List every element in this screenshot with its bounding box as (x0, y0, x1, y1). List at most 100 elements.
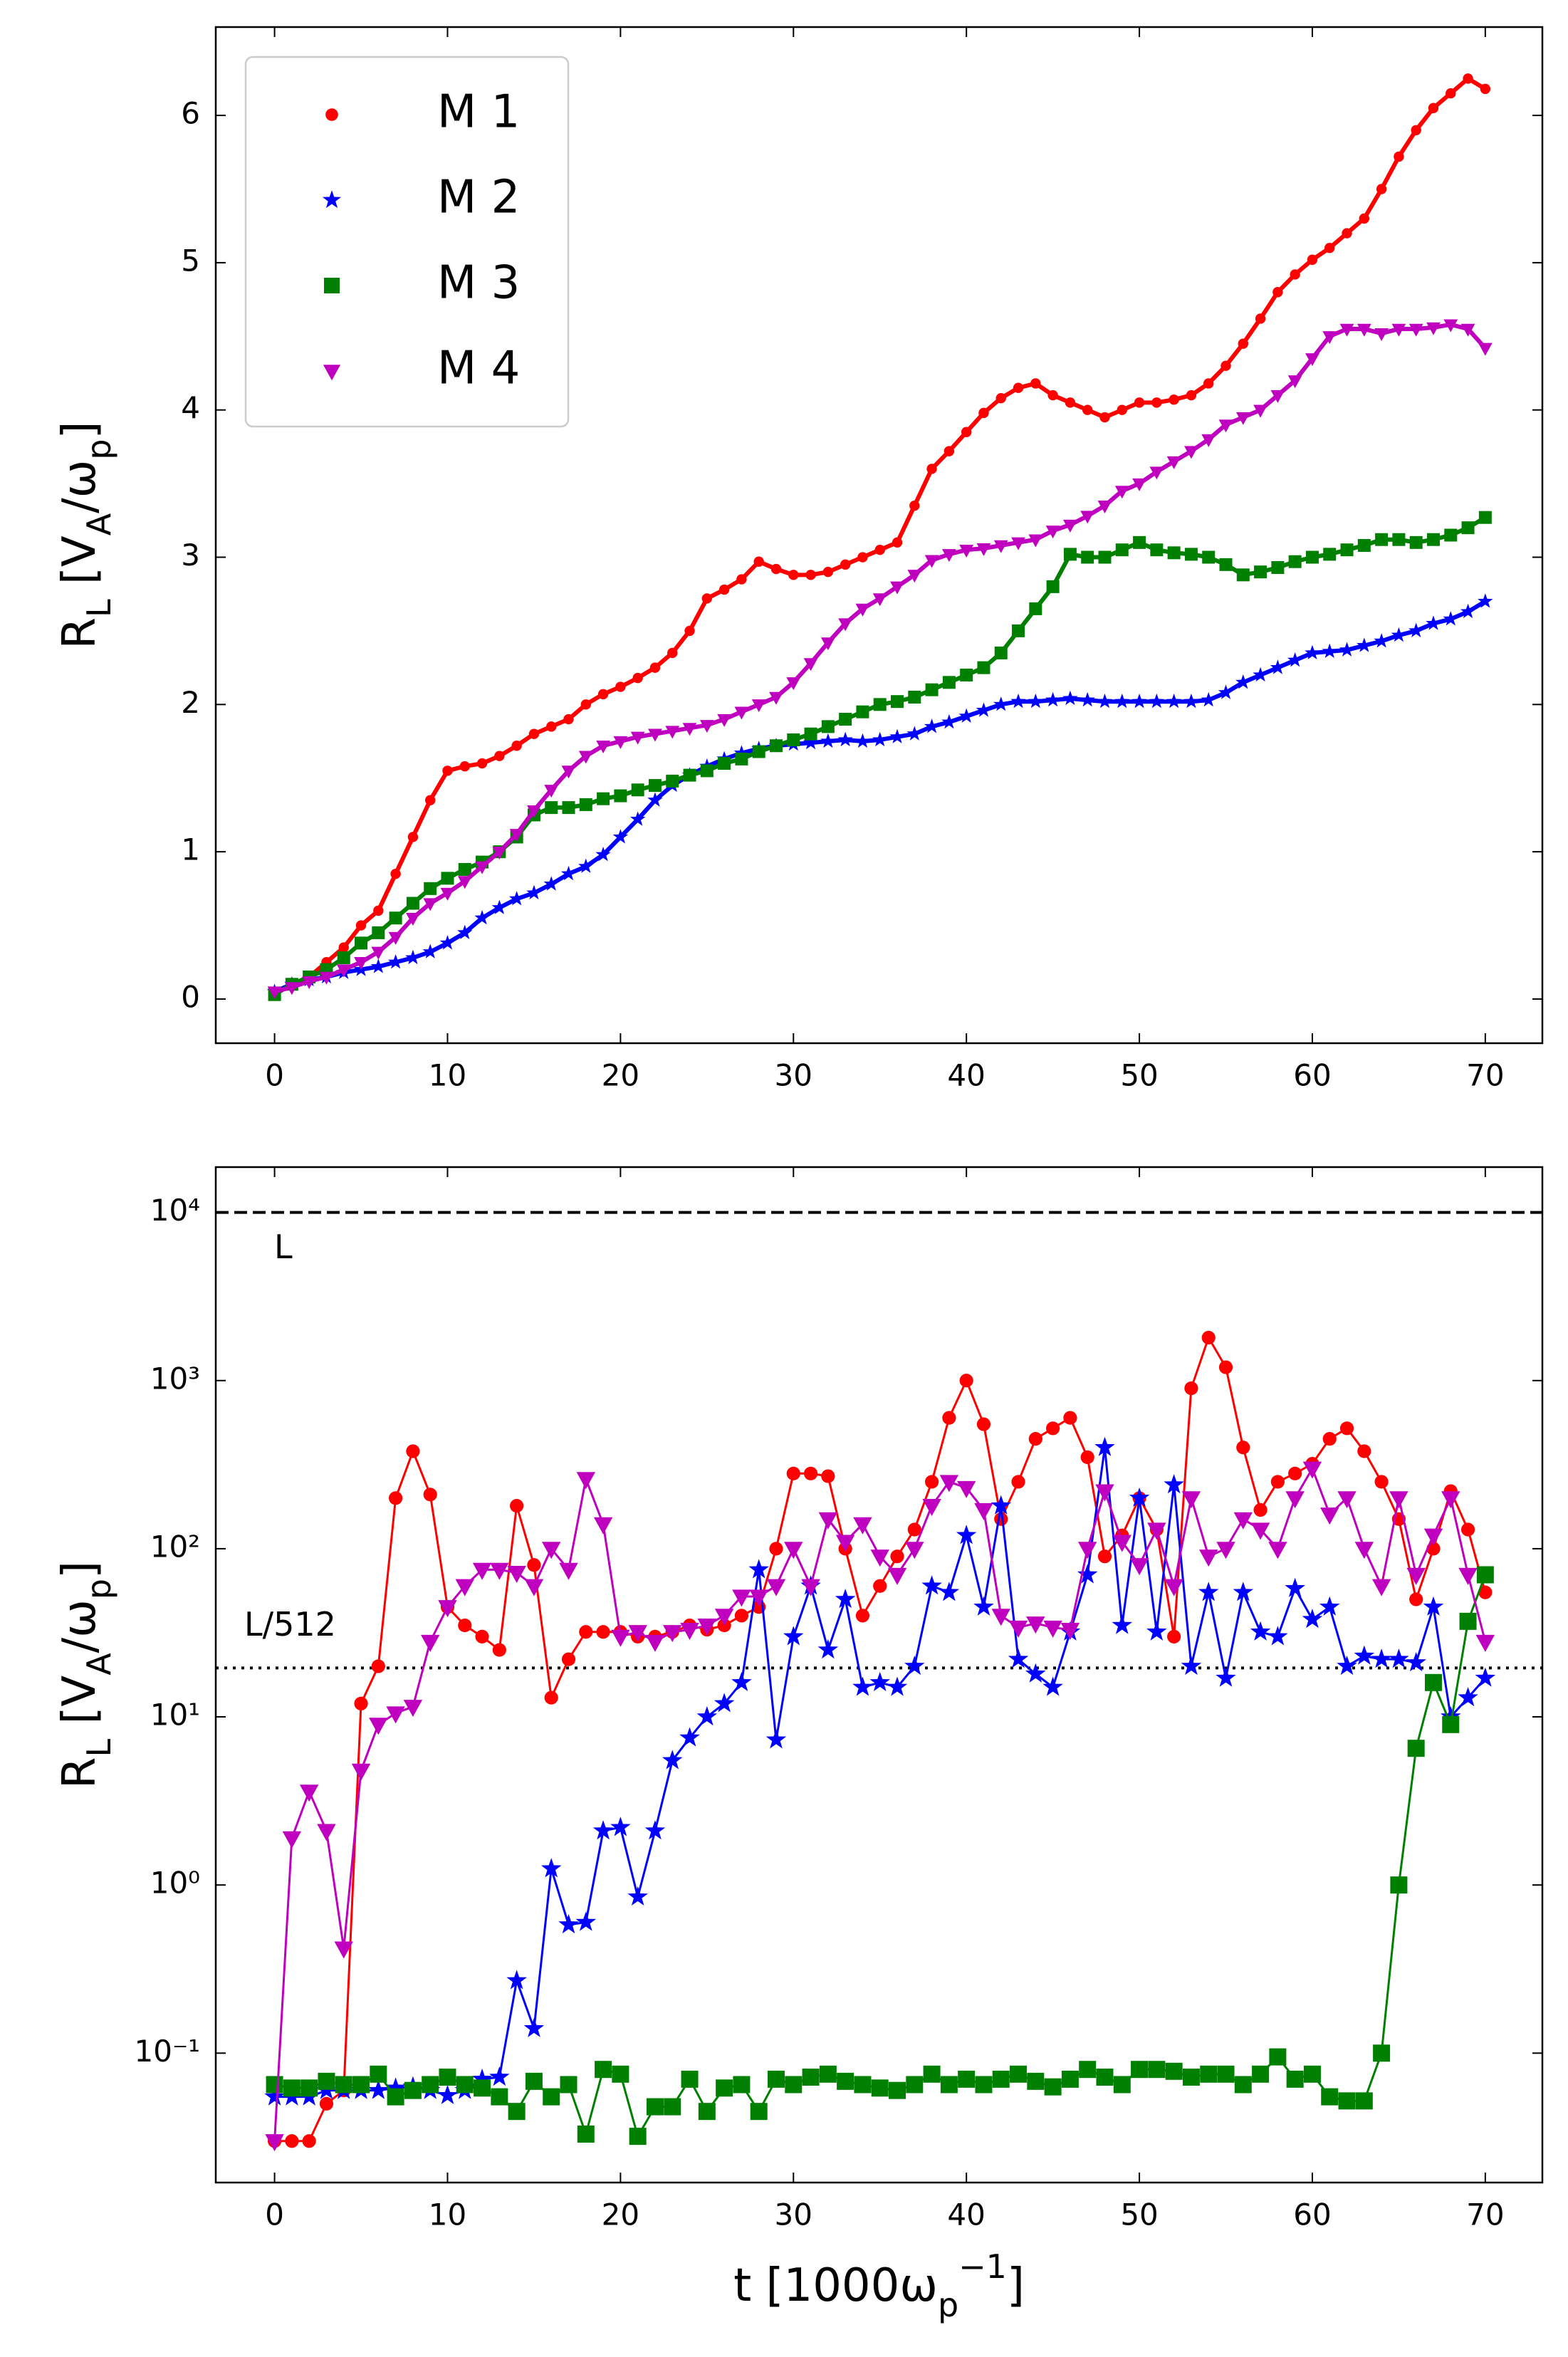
marker (696, 1706, 718, 1726)
marker (368, 2079, 389, 2099)
marker (1480, 83, 1491, 95)
x-tick-label: 40 (947, 2197, 985, 2232)
marker (1149, 466, 1164, 480)
marker (525, 2072, 543, 2090)
marker (1183, 693, 1199, 709)
marker (1233, 1512, 1253, 1530)
plot-frame (214, 26, 1544, 1045)
marker (627, 1886, 648, 1906)
marker (355, 920, 367, 931)
marker (1270, 390, 1285, 403)
marker (490, 1562, 509, 1580)
marker (1375, 533, 1389, 546)
marker (334, 1941, 353, 1959)
marker (735, 752, 748, 765)
marker (924, 718, 940, 733)
marker (734, 706, 749, 720)
x-tick-label: 70 (1466, 2197, 1504, 2232)
marker (817, 1639, 839, 1659)
marker (352, 2076, 370, 2094)
marker (714, 1609, 734, 1626)
marker (1097, 693, 1113, 709)
marker (1182, 2068, 1200, 2086)
marker (959, 1374, 973, 1388)
marker (1028, 534, 1043, 548)
marker (1252, 2065, 1270, 2083)
marker (595, 847, 611, 862)
marker (941, 549, 956, 563)
marker (1202, 550, 1216, 564)
marker (562, 801, 575, 815)
x-tick-label: 10 (429, 2197, 466, 2232)
marker (322, 190, 342, 209)
y-tick-label: 3 (181, 538, 200, 573)
marker (975, 2076, 993, 2094)
legend-label: M 3 (437, 257, 520, 310)
marker (1097, 1549, 1112, 1564)
marker (906, 726, 922, 741)
marker (267, 986, 282, 1000)
y-axis-label-part: p (80, 439, 118, 459)
marker (1099, 412, 1110, 423)
marker (667, 647, 678, 659)
marker (663, 1625, 682, 1643)
marker (993, 540, 1008, 553)
marker (1394, 151, 1404, 162)
marker (732, 1589, 751, 1607)
marker (510, 1499, 524, 1513)
marker (458, 862, 471, 876)
marker (474, 909, 490, 925)
marker (1042, 1676, 1063, 1696)
marker (1133, 535, 1146, 549)
marker (820, 733, 836, 748)
marker (370, 2065, 387, 2083)
marker (1337, 1491, 1357, 1509)
y-tick-label: 10⁴ (150, 1193, 200, 1228)
marker (869, 1671, 890, 1691)
marker (857, 552, 868, 563)
marker (265, 2134, 284, 2152)
marker (1286, 2070, 1304, 2088)
marker (822, 567, 834, 578)
marker (506, 1970, 527, 1990)
y-axis-label-part: R (53, 1757, 106, 1789)
marker (698, 2103, 716, 2121)
marker (629, 811, 646, 826)
marker (324, 278, 340, 293)
marker (1218, 1360, 1233, 1374)
marker (978, 407, 989, 419)
marker (819, 2065, 837, 2083)
marker (683, 768, 696, 782)
marker (904, 1655, 925, 1676)
marker (355, 936, 368, 950)
marker (1250, 1621, 1271, 1641)
y-tick-label: 0 (181, 979, 200, 1014)
marker (1460, 323, 1475, 337)
marker (264, 2086, 285, 2106)
marker (1478, 593, 1493, 608)
marker (1443, 319, 1458, 333)
marker (1115, 543, 1129, 557)
marker (874, 544, 885, 555)
marker (1271, 560, 1285, 574)
marker (543, 876, 559, 891)
marker (371, 946, 386, 960)
marker (680, 1622, 699, 1640)
marker (1117, 404, 1127, 415)
marker (563, 714, 574, 725)
reference-label: L (274, 1228, 293, 1266)
marker (1303, 2065, 1321, 2083)
marker (597, 792, 610, 805)
marker (1409, 1592, 1423, 1606)
x-axis-label: t [1000ωp−1] (733, 2247, 1025, 2324)
marker (1357, 323, 1371, 337)
marker (835, 1535, 855, 1552)
marker (1390, 1876, 1408, 1894)
marker (1114, 693, 1130, 709)
marker (472, 1562, 492, 1580)
marker (542, 1542, 561, 1559)
marker (976, 543, 991, 556)
marker (1374, 633, 1389, 648)
marker (1463, 73, 1473, 84)
marker (455, 1579, 474, 1596)
